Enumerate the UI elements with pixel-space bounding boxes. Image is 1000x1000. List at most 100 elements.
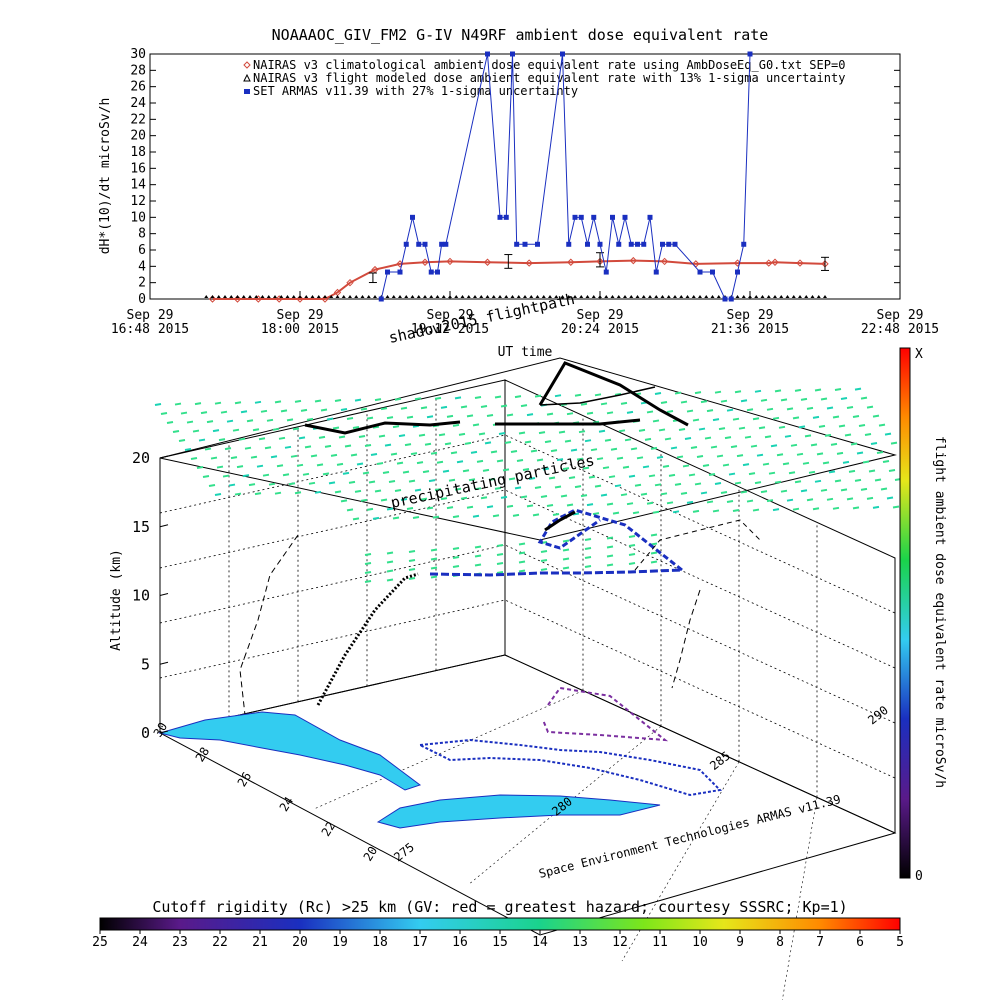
particle-mark (202, 475, 210, 478)
particle-mark (826, 406, 834, 410)
altitude-gridline (159, 599, 896, 779)
particle-mark (714, 482, 722, 485)
particle-mark (600, 402, 608, 406)
flight-modeled-baseline-point (579, 295, 584, 298)
particle-mark (522, 467, 530, 471)
particle-mark (484, 441, 492, 445)
particle-mark (486, 413, 494, 417)
particle-mark (586, 503, 594, 507)
armas-point (710, 269, 715, 275)
particle-mark (574, 393, 582, 397)
particle-mark (792, 416, 800, 420)
particle-mark (230, 456, 238, 460)
particle-mark (598, 429, 606, 433)
particle-mark (746, 408, 754, 412)
particle-mark (518, 431, 526, 435)
particle-mark (650, 446, 658, 450)
particle-mark (848, 469, 856, 473)
back-wall-right (504, 379, 896, 834)
particle-mark (406, 507, 414, 511)
particle-mark (232, 428, 240, 432)
flight-curtain-east (671, 589, 701, 689)
particle-mark (302, 472, 310, 476)
particle-mark (452, 515, 460, 519)
cutoff-tick-label: 7 (816, 935, 824, 950)
shadow-path-return (539, 386, 656, 406)
particle-mark (454, 487, 462, 491)
particle-mark (686, 409, 694, 413)
particle-mark (458, 432, 466, 436)
particle-mark (506, 413, 514, 417)
armas-point (628, 241, 634, 247)
particle-mark (648, 474, 656, 478)
particle-mark (724, 436, 732, 440)
flight-modeled-baseline-point (273, 295, 277, 298)
particle-mark (284, 445, 292, 449)
particle-mark (304, 445, 312, 449)
particle-mark (240, 410, 248, 414)
particle-mark (730, 445, 738, 449)
armas-point (378, 296, 384, 302)
altitude-tick-label: 10 (132, 587, 150, 605)
nairas-clim-point (733, 259, 742, 267)
particle-mark (784, 434, 792, 438)
particle-mark (208, 484, 216, 487)
particle-mark (626, 502, 634, 506)
particle-mark (332, 426, 340, 430)
particle-mark (392, 516, 400, 520)
armas-point (672, 241, 678, 247)
armas-point (416, 241, 422, 247)
particle-mark (344, 444, 352, 448)
particle-mark (434, 488, 442, 492)
particle-mark (536, 458, 544, 462)
flight-modeled-baseline-point (360, 295, 365, 298)
particle-mark (414, 397, 422, 401)
particle-mark-low (540, 550, 548, 553)
particle-mark (646, 410, 654, 414)
nairas-clim-point (421, 258, 429, 266)
particle-mark (480, 404, 488, 408)
armas-point (728, 296, 734, 302)
particle-mark (268, 482, 276, 486)
particle-mark (576, 457, 584, 461)
particle-mark (860, 487, 868, 491)
particle-mark (492, 514, 500, 518)
x-tick-time: 22:48 2015 (861, 322, 939, 337)
particle-mark (714, 390, 722, 394)
flight-cruise-leg (429, 568, 683, 577)
flight-modeled-baseline-point (741, 295, 746, 298)
legend-label-armas: SET ARMAS v11.39 with 27% 1-sigma uncert… (253, 84, 578, 98)
flight-modeled-baseline-point (210, 295, 215, 298)
particle-mark-low (540, 559, 548, 562)
nairas-clim-point (629, 256, 638, 265)
particle-mark (154, 403, 162, 406)
flight-modeled-baseline-point (354, 295, 359, 298)
particle-mark (766, 407, 774, 411)
particle-mark (228, 483, 236, 487)
cutoff-tick-label: 25 (92, 935, 108, 950)
particle-mark (802, 461, 810, 465)
longitude-tick-label: 290 (865, 703, 891, 727)
latitude-tick-label: 28 (193, 745, 213, 765)
particle-mark (276, 464, 284, 468)
particle-mark (726, 500, 734, 503)
particle-mark (852, 506, 860, 510)
particle-mark (680, 400, 688, 404)
flight-modeled-baseline-point (341, 295, 346, 298)
cutoff-tick-label: 9 (736, 935, 744, 950)
particle-mark (808, 470, 816, 474)
particle-mark (732, 509, 740, 512)
particle-mark (744, 435, 752, 439)
particle-mark (400, 498, 408, 502)
particle-mark (844, 433, 852, 437)
armas-point (385, 269, 390, 275)
particle-mark-low (364, 580, 372, 583)
x-tick-time: 16:48 2015 (111, 322, 189, 337)
particle-mark (774, 389, 782, 393)
flight-triangle-apex (544, 510, 576, 532)
particle-mark (586, 411, 594, 415)
particle-mark (530, 449, 538, 453)
